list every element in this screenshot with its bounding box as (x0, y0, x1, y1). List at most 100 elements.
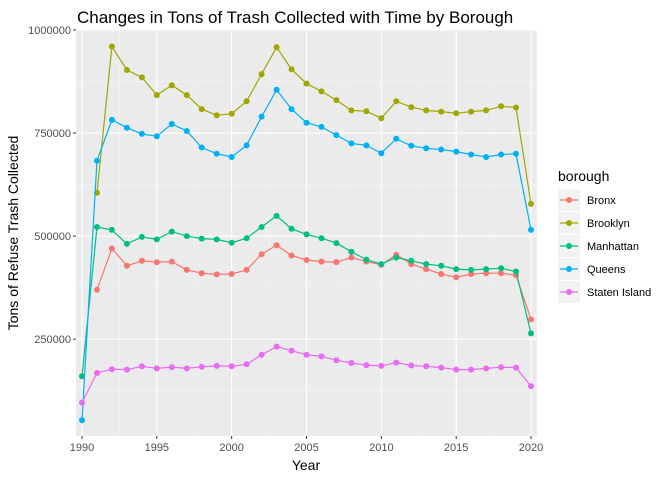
data-point-queens (198, 144, 205, 151)
data-point-brooklyn (138, 74, 145, 81)
data-point-brooklyn (228, 110, 235, 117)
data-point-bronx (318, 258, 325, 265)
data-point-staten-island (303, 351, 310, 358)
data-point-manhattan (183, 233, 190, 240)
data-point-staten-island (498, 364, 505, 371)
data-point-queens (94, 157, 100, 164)
data-point-queens (408, 142, 415, 149)
data-point-staten-island (468, 366, 475, 373)
legend-point-bronx (566, 197, 572, 203)
data-point-queens (318, 123, 325, 130)
data-point-queens (123, 124, 130, 131)
data-point-manhattan (393, 254, 400, 261)
data-point-queens (288, 106, 295, 113)
data-point-queens (348, 140, 355, 147)
data-point-queens (528, 226, 534, 233)
data-point-staten-island (393, 359, 400, 366)
data-point-bronx (333, 259, 340, 266)
data-point-staten-island (258, 351, 265, 358)
data-point-manhattan (108, 226, 115, 233)
legend-point-staten-island (566, 289, 572, 295)
data-point-manhattan (438, 262, 445, 269)
data-point-brooklyn (108, 43, 115, 50)
data-point-staten-island (453, 366, 460, 373)
data-point-queens (183, 128, 190, 134)
data-point-bronx (258, 251, 265, 258)
data-point-bronx (303, 257, 310, 263)
data-point-queens (79, 417, 85, 424)
data-point-bronx (94, 286, 100, 293)
data-point-brooklyn (333, 97, 340, 104)
data-point-manhattan (94, 224, 100, 230)
data-point-queens (483, 154, 490, 160)
y-axis-title: Tons of Refuse Trash Collected (5, 136, 21, 331)
data-point-bronx (423, 266, 430, 273)
data-point-staten-island (528, 383, 534, 390)
data-point-manhattan (198, 235, 205, 242)
data-point-staten-island (348, 360, 355, 366)
legend-label-manhattan: Manhattan (587, 241, 639, 253)
legend-label-bronx: Bronx (587, 195, 616, 207)
data-point-staten-island (243, 361, 250, 368)
data-point-staten-island (79, 399, 85, 406)
legend-label-brooklyn: Brooklyn (587, 218, 630, 230)
y-axis: 250000 500000 750000 1000000 (28, 25, 76, 346)
data-point-staten-island (183, 365, 190, 372)
data-point-manhattan (423, 261, 430, 268)
x-axis-title: Year (292, 457, 321, 473)
data-point-queens (498, 151, 505, 158)
data-point-brooklyn (258, 71, 265, 78)
data-point-staten-island (513, 364, 519, 371)
data-point-brooklyn (168, 82, 175, 89)
data-point-brooklyn (453, 110, 460, 117)
y-tick-label: 250000 (34, 334, 71, 346)
data-point-queens (243, 142, 250, 149)
data-point-bronx (123, 262, 130, 269)
data-point-manhattan (498, 265, 505, 272)
data-point-staten-island (153, 365, 160, 372)
data-point-queens (168, 121, 175, 127)
data-point-brooklyn (468, 108, 475, 115)
data-point-brooklyn (528, 200, 534, 207)
data-point-manhattan (333, 240, 340, 247)
data-point-brooklyn (318, 88, 325, 95)
data-point-manhattan (288, 225, 295, 232)
data-point-bronx (483, 270, 490, 277)
data-point-brooklyn (408, 104, 415, 111)
data-point-staten-island (423, 363, 430, 370)
series-layer (79, 43, 534, 424)
data-point-queens (333, 132, 340, 139)
x-tick-label: 2000 (219, 442, 243, 454)
data-point-manhattan (303, 231, 310, 238)
data-point-bronx (528, 316, 534, 323)
data-point-bronx (183, 266, 190, 273)
data-point-brooklyn (483, 107, 490, 114)
x-tick-label: 1995 (145, 442, 169, 454)
data-point-brooklyn (288, 66, 295, 73)
data-point-brooklyn (243, 98, 250, 105)
data-point-manhattan (378, 261, 385, 268)
data-point-bronx (138, 257, 145, 264)
x-tick-label: 1990 (70, 442, 94, 454)
data-point-brooklyn (498, 103, 505, 110)
data-point-staten-island (288, 347, 295, 354)
data-point-bronx (453, 274, 460, 281)
data-point-queens (363, 142, 370, 149)
data-point-manhattan (168, 228, 175, 235)
data-point-brooklyn (423, 107, 430, 114)
data-point-manhattan (138, 233, 145, 240)
data-point-bronx (438, 271, 445, 277)
data-point-manhattan (528, 330, 534, 337)
data-point-bronx (168, 258, 175, 265)
data-point-bronx (288, 252, 295, 259)
data-point-queens (228, 154, 235, 160)
data-point-queens (468, 151, 475, 158)
x-tick-label: 2015 (444, 442, 468, 454)
data-point-queens (393, 135, 400, 142)
data-point-bronx (498, 270, 505, 277)
data-point-brooklyn (213, 112, 220, 119)
data-point-brooklyn (378, 115, 385, 122)
data-point-manhattan (228, 239, 235, 246)
data-point-staten-island (333, 357, 340, 364)
